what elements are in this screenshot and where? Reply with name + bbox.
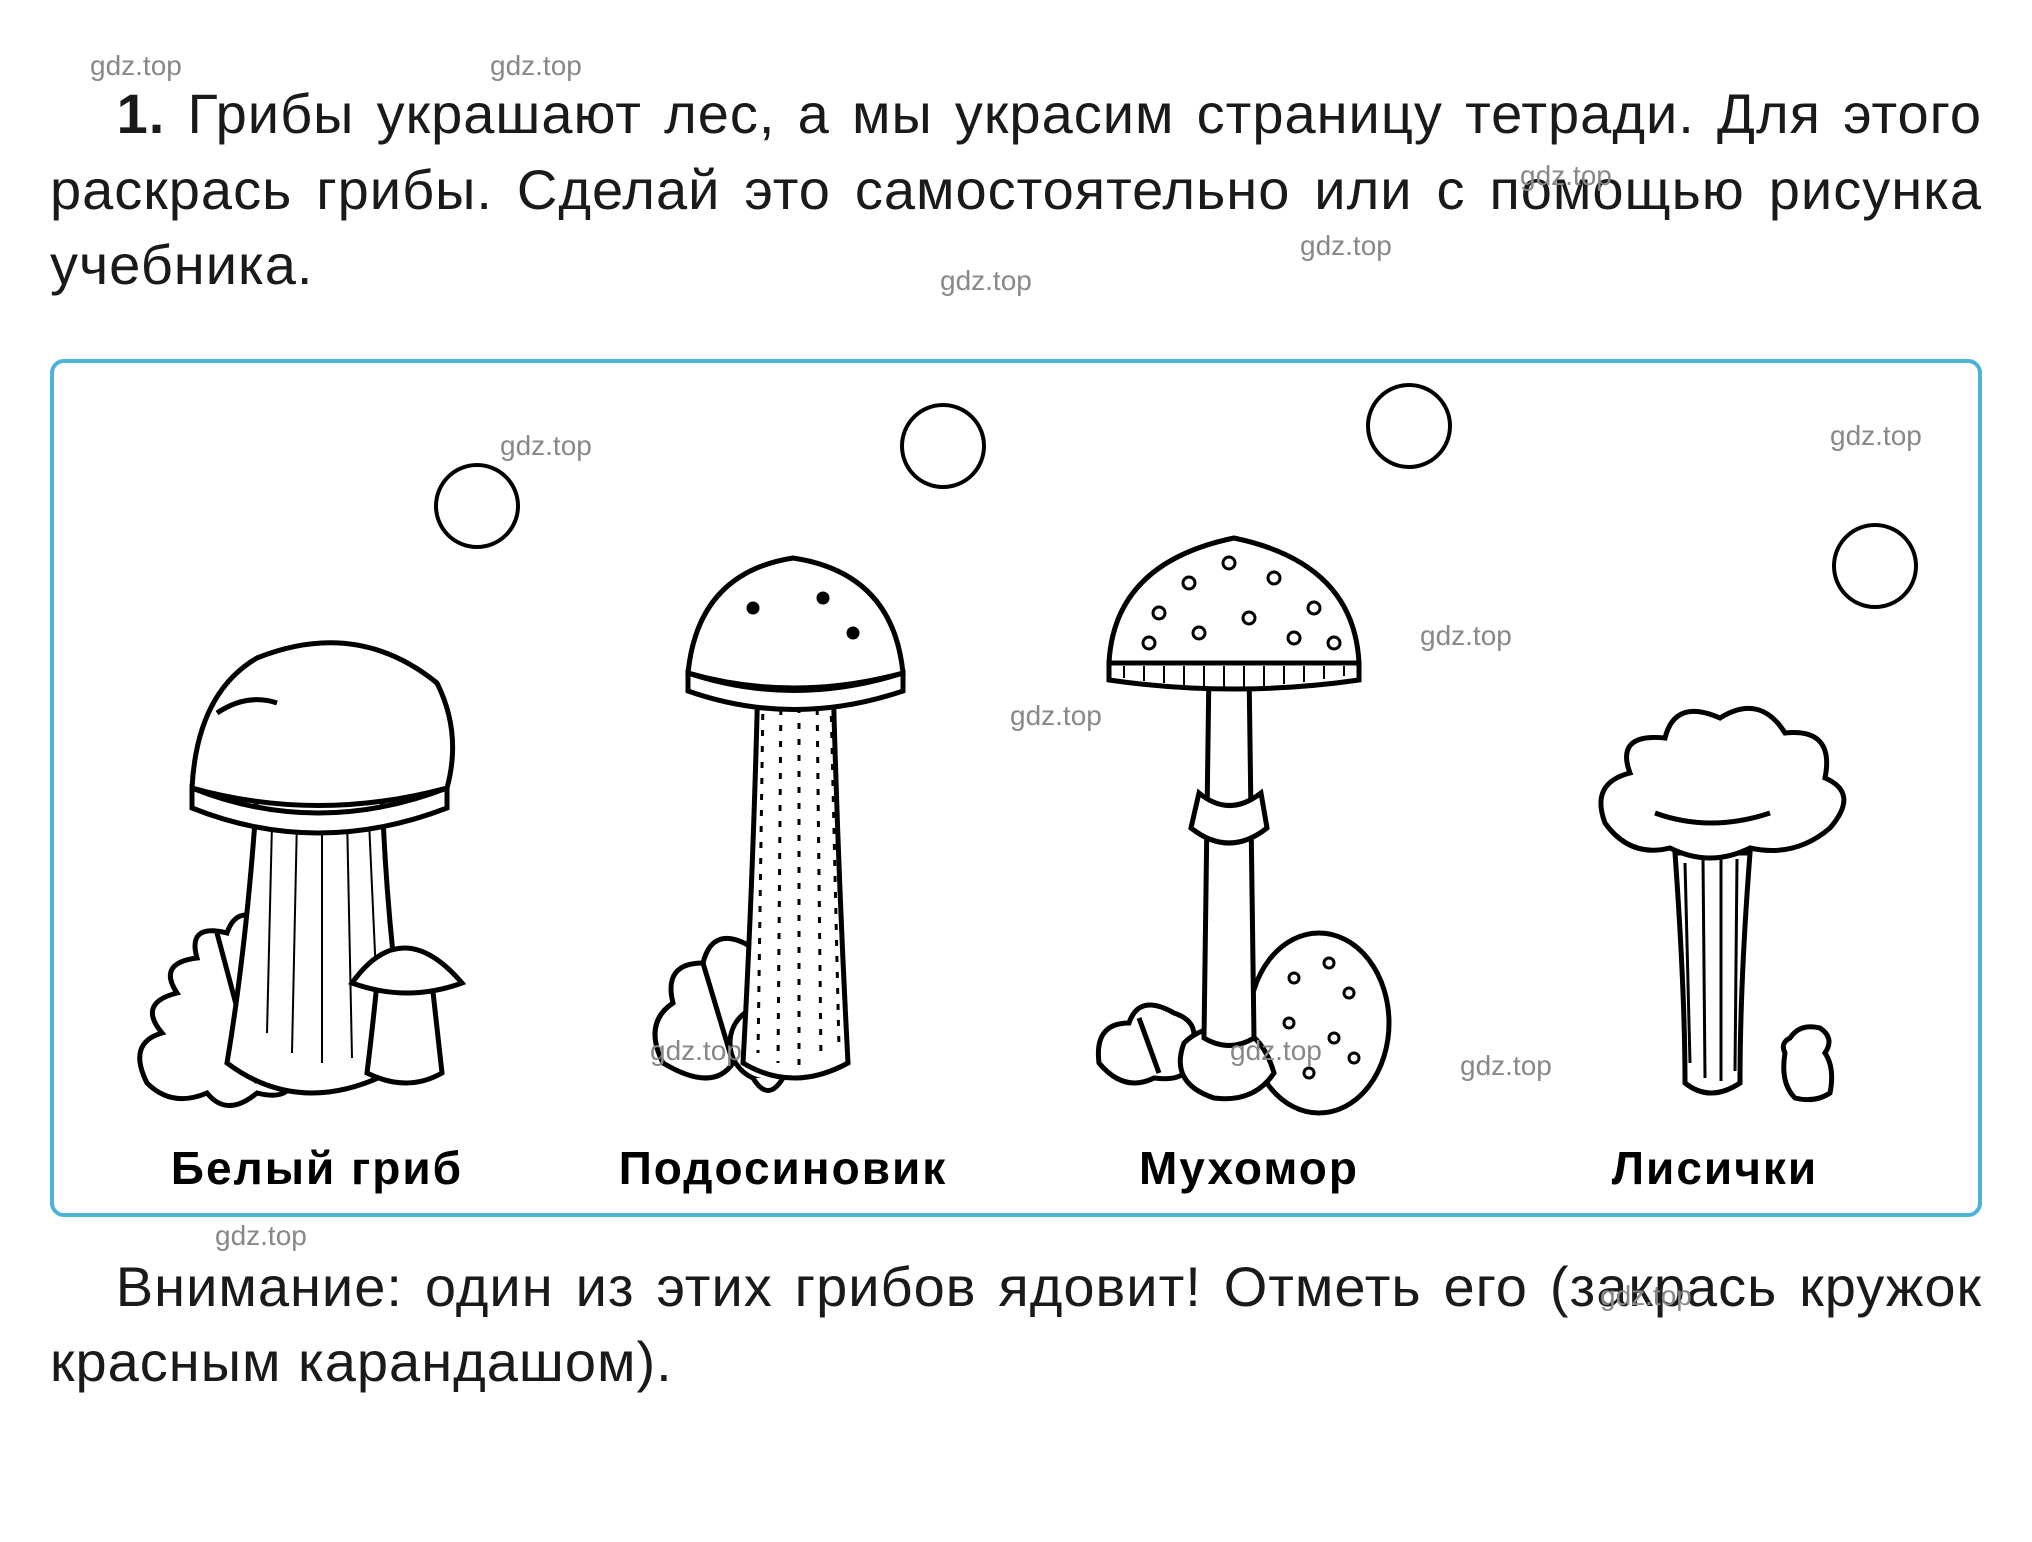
footer-paragraph: Внимание: один из этих грибов ядовит! От…: [50, 1249, 1982, 1400]
poison-circle-aspen[interactable]: [900, 403, 986, 489]
poison-circle-white[interactable]: [434, 463, 520, 549]
mushroom-label-chanterelle: Лисички: [1612, 1141, 1818, 1195]
poison-circle-amanita[interactable]: [1366, 383, 1452, 469]
mushroom-col-aspen: Подосиновик: [550, 403, 1016, 1195]
mushroom-label-white: Белый гриб: [171, 1141, 463, 1195]
footer-body: Внимание: один из этих грибов ядовит! От…: [50, 1255, 1982, 1394]
page-content: 1. Грибы украшают лес, а мы украсим стра…: [0, 0, 2032, 1486]
mushroom-label-aspen: Подосиновик: [619, 1141, 948, 1195]
mushroom-col-chanterelle: Лисички: [1482, 523, 1948, 1195]
mushroom-col-white: Белый гриб: [84, 463, 550, 1195]
circle-holder: [84, 463, 550, 563]
mushrooms-row: Белый гриб: [84, 383, 1948, 1195]
task-body: Грибы украшают лес, а мы украсим страниц…: [50, 82, 1982, 296]
circle-holder: [550, 403, 1016, 503]
circle-holder: [1016, 383, 1482, 483]
mushroom-figure: Белый гриб: [50, 359, 1982, 1217]
aspen-mushroom-icon: [550, 503, 1016, 1123]
circle-holder: [1482, 523, 1948, 623]
mushroom-label-amanita: Мухомор: [1139, 1141, 1359, 1195]
page-root: gdz.top gdz.top gdz.top gdz.top gdz.top …: [0, 0, 2032, 1486]
task-number: 1.: [117, 82, 166, 145]
task-paragraph: 1. Грибы украшают лес, а мы украсим стра…: [50, 76, 1982, 303]
mushroom-col-amanita: Мухомор: [1016, 383, 1482, 1195]
amanita-mushroom-icon: [1016, 483, 1482, 1123]
chanterelle-mushroom-icon: [1482, 623, 1948, 1123]
white-mushroom-icon: [84, 563, 550, 1123]
poison-circle-chanterelle[interactable]: [1832, 523, 1918, 609]
